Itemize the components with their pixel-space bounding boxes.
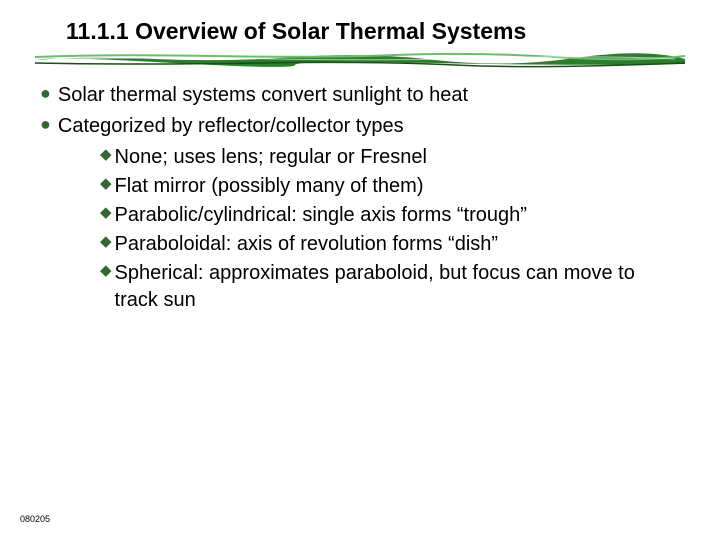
bullet-l2: ◆ Spherical: approximates paraboloid, bu… [100, 260, 670, 314]
bullet-l1: ● Categorized by reflector/collector typ… [40, 113, 670, 140]
slide: 11.1.1 Overview of Solar Thermal Systems… [0, 0, 720, 540]
slide-title: 11.1.1 Overview of Solar Thermal Systems [0, 18, 720, 45]
bullet-l2: ◆ None; uses lens; regular or Fresnel [100, 144, 670, 171]
bullet-text: Spherical: approximates paraboloid, but … [115, 260, 670, 314]
diamond-bullet-icon: ◆ [100, 260, 112, 283]
bullet-l1: ● Solar thermal systems convert sunlight… [40, 82, 670, 109]
bullet-text: Categorized by reflector/collector types [58, 113, 404, 140]
bullet-text: Flat mirror (possibly many of them) [115, 173, 424, 200]
title-underline [35, 48, 685, 68]
diamond-bullet-icon: ◆ [100, 173, 112, 196]
disc-bullet-icon: ● [40, 82, 51, 105]
bullet-text: Paraboloidal: axis of revolution forms “… [115, 231, 499, 258]
bullet-l2: ◆ Parabolic/cylindrical: single axis for… [100, 202, 670, 229]
bullet-text: Parabolic/cylindrical: single axis forms… [115, 202, 527, 229]
slide-footer: 080205 [20, 514, 50, 524]
diamond-bullet-icon: ◆ [100, 231, 112, 254]
bullet-text: Solar thermal systems convert sunlight t… [58, 82, 468, 109]
bullet-text: None; uses lens; regular or Fresnel [115, 144, 427, 171]
bullet-l2: ◆ Flat mirror (possibly many of them) [100, 173, 670, 200]
bullet-l2: ◆ Paraboloidal: axis of revolution forms… [100, 231, 670, 258]
disc-bullet-icon: ● [40, 113, 51, 136]
slide-content: ● Solar thermal systems convert sunlight… [0, 82, 720, 314]
diamond-bullet-icon: ◆ [100, 144, 112, 167]
diamond-bullet-icon: ◆ [100, 202, 112, 225]
